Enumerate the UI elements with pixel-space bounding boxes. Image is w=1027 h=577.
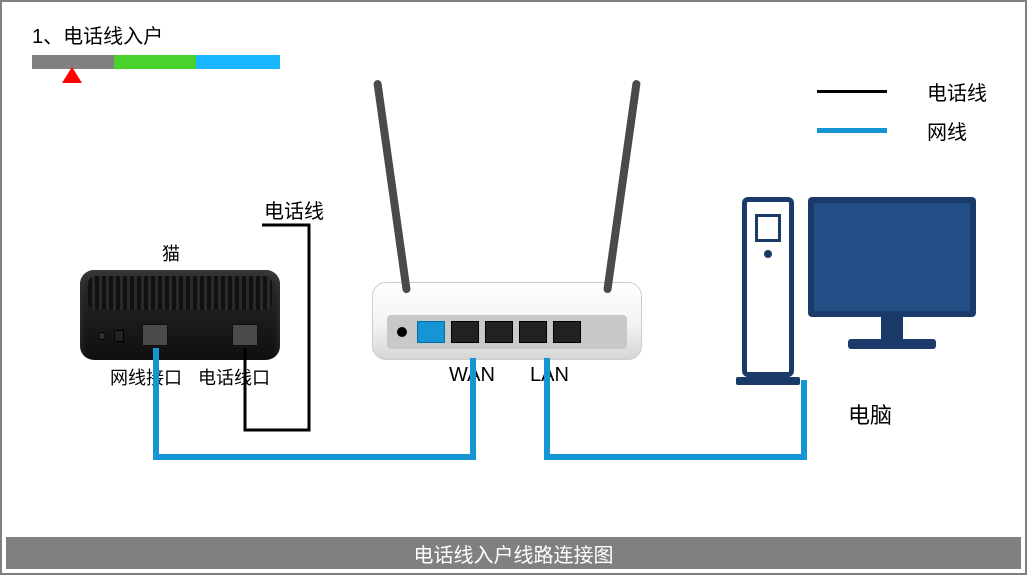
- modem-phone-label: 电话线口: [198, 364, 270, 390]
- modem-title: 猫: [162, 240, 180, 266]
- wan-label: WAN: [449, 364, 495, 387]
- router-port-strip: [387, 315, 627, 349]
- router-lan-port-4: [553, 321, 581, 343]
- legend: 电话线 网线: [817, 77, 987, 155]
- router-power-icon: [397, 327, 407, 337]
- tab-seg-2: [196, 55, 280, 69]
- tab-seg-1: [114, 55, 196, 69]
- pc-tower-icon: [742, 197, 794, 377]
- footer-caption: 电话线入户线路连接图: [6, 537, 1021, 569]
- legend-row-net: 网线: [817, 116, 987, 145]
- tab-marker-icon: [62, 67, 82, 83]
- tab-title: 1、电话线入户: [32, 20, 280, 49]
- legend-line-phone: [817, 90, 887, 93]
- router-lan-port-2: [485, 321, 513, 343]
- legend-line-net: [817, 128, 887, 133]
- pc-stand-icon: [881, 317, 903, 339]
- pc-tower-base-icon: [736, 377, 800, 385]
- router-lan-port-1: [451, 321, 479, 343]
- modem-phone-port: [232, 324, 258, 346]
- pc-screen-icon: [808, 197, 976, 317]
- lan-label: LAN: [530, 364, 569, 387]
- modem-lan-port: [142, 324, 168, 346]
- legend-row-phone: 电话线: [817, 77, 987, 106]
- legend-label-phone: 电话线: [927, 77, 987, 106]
- modem-led-icon: [98, 332, 106, 340]
- antenna-left-icon: [373, 80, 411, 294]
- pc-stand-base-icon: [848, 339, 936, 349]
- router-wan-port: [417, 321, 445, 343]
- modem-device: [80, 270, 280, 360]
- legend-label-net: 网线: [927, 116, 967, 145]
- pc-label: 电脑: [848, 398, 892, 430]
- phone-line-label: 电话线: [264, 195, 324, 224]
- modem-lan-label: 网线接口: [110, 364, 182, 390]
- antenna-right-icon: [603, 80, 641, 294]
- router-device: [372, 282, 642, 360]
- router-lan-port-3: [519, 321, 547, 343]
- tab-bar: 1、电话线入户: [32, 20, 280, 85]
- modem-button-icon: [114, 330, 124, 342]
- diagram-frame: 1、电话线入户 电话线 网线 猫 网线接口 电话线口: [0, 0, 1027, 575]
- pc-monitor-icon: [808, 197, 976, 355]
